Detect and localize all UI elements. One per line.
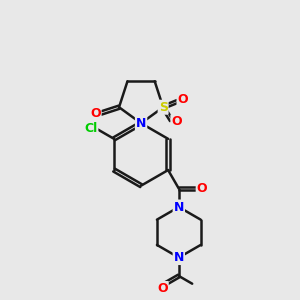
Text: O: O: [171, 115, 182, 128]
Text: Cl: Cl: [84, 122, 98, 135]
Text: O: O: [178, 94, 188, 106]
Text: N: N: [136, 117, 146, 130]
Text: N: N: [174, 200, 184, 214]
Text: O: O: [90, 107, 101, 120]
Text: O: O: [157, 282, 168, 295]
Text: N: N: [174, 251, 184, 264]
Text: S: S: [159, 101, 168, 114]
Text: O: O: [197, 182, 207, 195]
